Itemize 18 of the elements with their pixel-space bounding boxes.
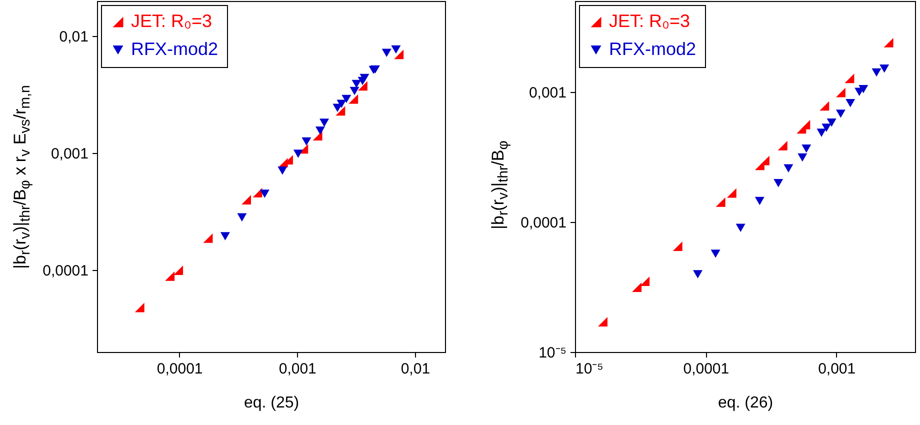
x-tick-label: 0,001: [278, 360, 316, 378]
x-axis-title: eq. (25): [244, 394, 300, 412]
y-tick-label: 0,0001: [520, 214, 566, 232]
y-tick-label: 0,001: [50, 146, 88, 163]
legend-label: RFX-mod2: [131, 39, 218, 59]
y-tick-label: 0,001: [528, 84, 566, 102]
x-axis-title: eq. (26): [718, 394, 774, 412]
x-tick-label: 0,0001: [683, 360, 730, 378]
x-tick-label: 0,001: [818, 360, 856, 378]
y-tick-label: 10⁻⁵: [538, 344, 566, 362]
legend-label: JET: R₀=3: [131, 11, 212, 31]
legend-label: JET: R₀=3: [609, 11, 690, 31]
x-tick-label: 10⁻⁵: [576, 360, 604, 378]
x-tick-label: 0,0001: [156, 360, 203, 378]
y-tick-label: 0,0001: [42, 262, 88, 280]
legend-label: RFX-mod2: [609, 39, 696, 59]
y-tick-label: 0,01: [59, 28, 88, 46]
x-tick-label: 0,01: [400, 360, 430, 378]
